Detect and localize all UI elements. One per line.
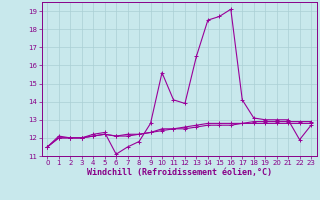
X-axis label: Windchill (Refroidissement éolien,°C): Windchill (Refroidissement éolien,°C) bbox=[87, 168, 272, 177]
